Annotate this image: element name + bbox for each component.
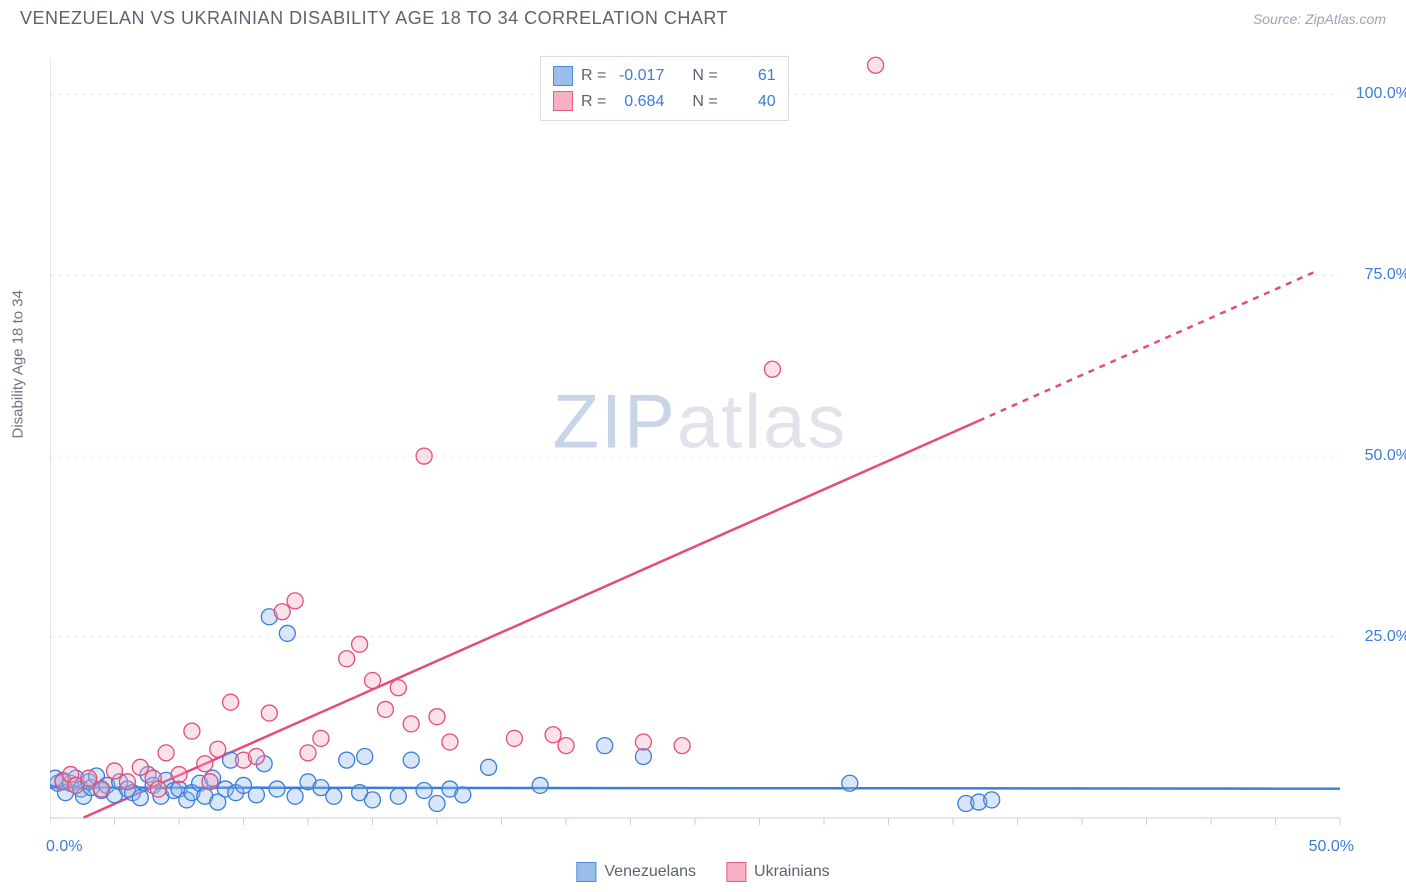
y-tick-label: 50.0%: [1365, 447, 1406, 465]
legend-label-ukrainians: Ukrainians: [754, 863, 830, 881]
n-value-ukrainians: 40: [726, 89, 776, 115]
chart-area: ZIPatlas R = -0.017 N = 61 R = 0.684 N =…: [50, 48, 1350, 828]
legend-swatch-venezuelans: [553, 66, 573, 86]
r-label: R =: [581, 89, 606, 115]
chart-source: Source: ZipAtlas.com: [1253, 11, 1386, 27]
y-axis-label: Disability Age 18 to 34: [10, 290, 27, 438]
y-tick-label: 100.0%: [1356, 85, 1406, 103]
y-tick-label: 75.0%: [1365, 266, 1406, 284]
x-axis-min-label: 0.0%: [46, 838, 82, 856]
y-tick-label: 25.0%: [1365, 628, 1406, 646]
n-label: N =: [692, 89, 717, 115]
legend-label-venezuelans: Venezuelans: [604, 863, 696, 881]
legend-series: Venezuelans Ukrainians: [576, 862, 829, 882]
legend-item-venezuelans: Venezuelans: [576, 862, 696, 882]
chart-header: VENEZUELAN VS UKRAINIAN DISABILITY AGE 1…: [0, 0, 1406, 37]
legend-stats: R = -0.017 N = 61 R = 0.684 N = 40: [540, 56, 789, 121]
n-value-venezuelans: 61: [726, 63, 776, 89]
r-label: R =: [581, 63, 606, 89]
r-value-venezuelans: -0.017: [614, 63, 664, 89]
legend-swatch-ukrainians: [726, 862, 746, 882]
scatter-plot: [50, 48, 1350, 828]
legend-stats-row: R = -0.017 N = 61: [553, 63, 776, 89]
legend-swatch-venezuelans: [576, 862, 596, 882]
x-axis-max-label: 50.0%: [1309, 838, 1354, 856]
legend-stats-row: R = 0.684 N = 40: [553, 89, 776, 115]
r-value-ukrainians: 0.684: [614, 89, 664, 115]
chart-title: VENEZUELAN VS UKRAINIAN DISABILITY AGE 1…: [20, 8, 728, 29]
legend-item-ukrainians: Ukrainians: [726, 862, 830, 882]
n-label: N =: [692, 63, 717, 89]
legend-swatch-ukrainians: [553, 91, 573, 111]
